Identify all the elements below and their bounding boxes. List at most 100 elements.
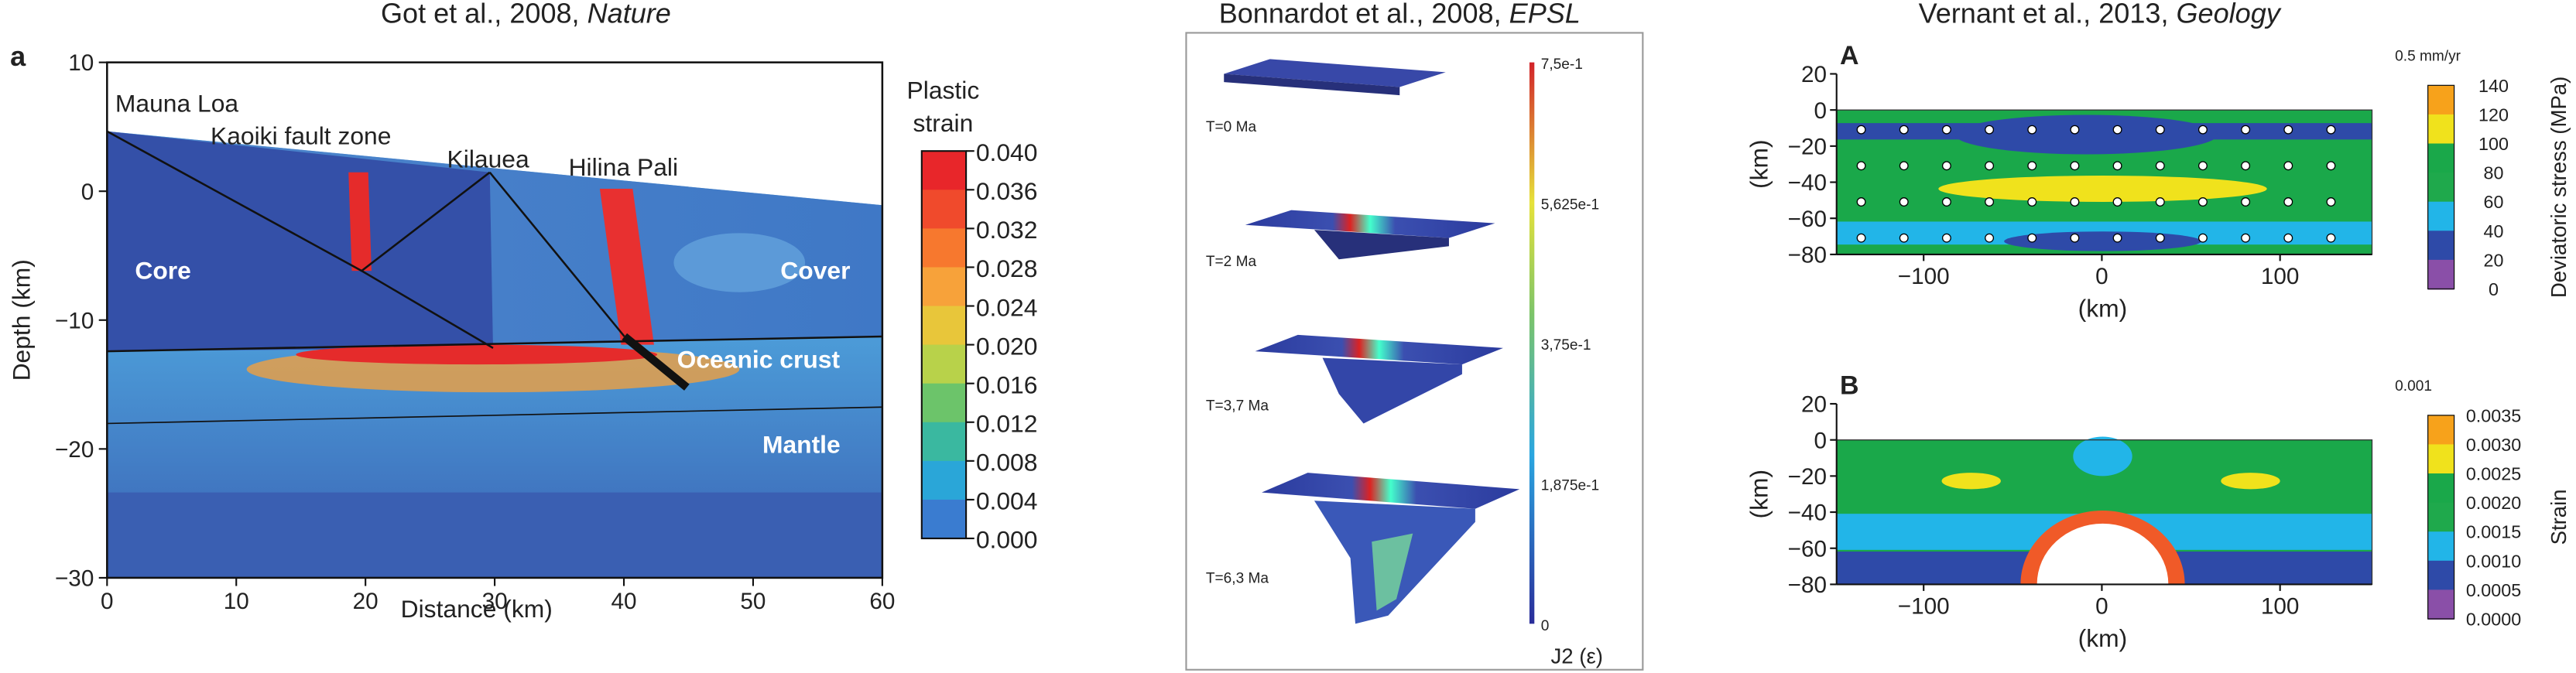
velocity-marker xyxy=(1899,197,1909,207)
scale-label: 0.5 mm/yr xyxy=(2395,49,2461,65)
deep-field xyxy=(107,492,882,578)
field-patch xyxy=(2036,523,2169,585)
velocity-marker xyxy=(2241,125,2251,135)
colorbar-cell xyxy=(921,151,967,191)
velocity-marker xyxy=(2283,233,2293,243)
colorbar-tick-label: 140 xyxy=(2478,76,2509,96)
y-tick-label: 20 xyxy=(1801,392,1827,418)
velocity-marker xyxy=(2027,233,2037,243)
time-label: T=3,7 Ma xyxy=(1206,398,1269,414)
y-tick-label: −20 xyxy=(1788,464,1827,490)
field-patch xyxy=(673,233,806,292)
velocity-marker xyxy=(2326,125,2336,135)
x-tick-label: 0 xyxy=(2095,594,2108,620)
colorbar-tick-label: 0 xyxy=(1541,618,1550,634)
colorbar-frame xyxy=(2427,415,2455,620)
colorbar-cell xyxy=(2427,231,2454,261)
x-tick-label: 60 xyxy=(869,589,895,614)
colorbar-tick-label: 0.028 xyxy=(976,255,1038,282)
x-tick-label: 30 xyxy=(482,589,508,614)
colorbar-title: strain xyxy=(913,109,973,137)
y-tick-label: −10 xyxy=(55,308,94,333)
velocity-marker xyxy=(1899,125,1909,135)
x-axis-label: (km) xyxy=(2078,295,2128,323)
colorbar-tick-label: 0.0030 xyxy=(2466,435,2521,455)
velocity-marker xyxy=(1856,125,1866,135)
colorbar-tick-label: 40 xyxy=(2484,221,2504,241)
colorbar-tick-label: 0.0025 xyxy=(2466,464,2521,484)
slab xyxy=(1255,334,1503,365)
fault xyxy=(106,130,362,272)
colorbar-tick-label: 5,625e-1 xyxy=(1541,197,1599,214)
panel-a: Got et al., 2008, Nature a Mauna Loa Kao… xyxy=(8,0,1038,623)
colorbar-tick-label: 0.036 xyxy=(976,177,1038,205)
velocity-marker xyxy=(2070,161,2080,171)
colorbar-tick-label: 20 xyxy=(2484,250,2504,270)
colorbar-cell xyxy=(2427,85,2454,115)
colorbar-tick-label: 0.012 xyxy=(976,409,1038,437)
colorbar-tick-label: 1,875e-1 xyxy=(1541,477,1599,494)
colorbar-tick-label: 7,5e-1 xyxy=(1541,56,1583,73)
velocity-marker xyxy=(1899,161,1909,171)
slab xyxy=(1262,473,1520,509)
colorbar-cell xyxy=(921,306,967,346)
colorbar-cell xyxy=(2427,415,2454,446)
x-tick-label: 40 xyxy=(611,589,637,614)
x-axis-label: (km) xyxy=(2078,624,2128,652)
velocity-marker xyxy=(2241,233,2251,243)
journal: Geology xyxy=(2176,0,2281,29)
velocity-marker xyxy=(2283,161,2293,171)
title-text: Vernant et al., 2013, xyxy=(1919,0,2177,29)
velocity-marker xyxy=(1941,125,1951,135)
velocity-marker xyxy=(2197,161,2208,171)
plot-b: 20 0 −20 −40 −60 −80 −100 0 100 B (km) (km) 0.001 0.0… xyxy=(1745,371,2571,652)
colorbar-title: Plastic xyxy=(907,76,980,104)
panel-title: Vernant et al., 2013, Geology xyxy=(1919,0,2282,29)
field-patch xyxy=(2073,436,2132,477)
velocity-marker xyxy=(2326,161,2336,171)
annotation: Kilauea xyxy=(447,145,529,173)
decollement xyxy=(107,335,882,353)
colorbar xyxy=(1529,62,1535,624)
strain-zone xyxy=(599,189,654,345)
panel-letter: a xyxy=(10,40,26,72)
annotation: Oceanic crust xyxy=(677,345,841,373)
colorbar-tick-label: 0.0020 xyxy=(2466,493,2521,513)
moho xyxy=(107,406,882,425)
velocity-marker xyxy=(2112,161,2122,171)
annotation: Core xyxy=(135,257,190,285)
velocity-marker xyxy=(1856,233,1866,243)
field-patch xyxy=(1954,114,2218,155)
colorbar-label: Deviatoric stress (MPa) xyxy=(2547,77,2571,299)
velocity-marker xyxy=(2027,161,2037,171)
scale-label: 0.001 xyxy=(2395,378,2432,395)
velocity-marker xyxy=(1941,197,1951,207)
time-label: T=6,3 Ma xyxy=(1206,570,1269,586)
y-tick-label: −40 xyxy=(1788,170,1827,196)
y-tick-label: 0 xyxy=(1814,98,1827,124)
velocity-marker xyxy=(1985,233,1995,243)
field-patch xyxy=(2004,231,2201,251)
slab xyxy=(1224,59,1446,87)
strain-zone xyxy=(348,172,372,272)
colorbar-tick-label: 0.008 xyxy=(976,449,1038,477)
strain-zone xyxy=(296,344,658,365)
velocity-marker xyxy=(2155,161,2165,171)
fault xyxy=(488,171,625,337)
colorbar-label: Strain xyxy=(2547,489,2571,545)
velocity-marker xyxy=(1941,161,1951,171)
x-tick-label: −100 xyxy=(1898,594,1950,620)
colorbar-tick-label: 0.0005 xyxy=(2466,580,2521,600)
colorbar-tick-label: 0.000 xyxy=(976,526,1038,554)
colorbar-tick-label: 0.0000 xyxy=(2466,609,2521,629)
journal: Nature xyxy=(587,0,671,29)
annotation: Mantle xyxy=(762,431,841,459)
velocity-marker xyxy=(2283,125,2293,135)
colorbar-tick-label: 0.016 xyxy=(976,371,1038,398)
y-axis-label: (km) xyxy=(1745,470,1773,519)
x-axis-label: Distance (km) xyxy=(401,595,553,623)
velocity-marker xyxy=(2027,125,2037,135)
colorbar-tick-label: 100 xyxy=(2478,134,2509,154)
x-tick-label: 0 xyxy=(2095,264,2108,289)
colorbar-cell xyxy=(2427,560,2454,591)
